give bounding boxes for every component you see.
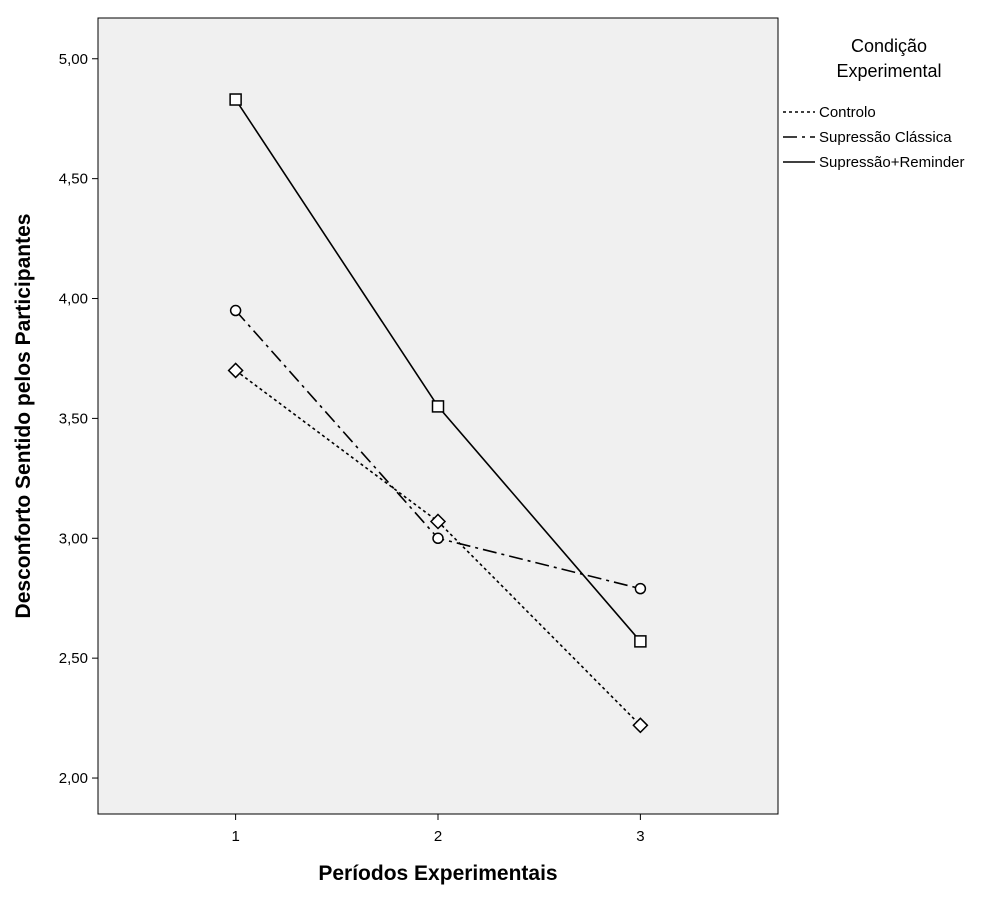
- legend-label: Controlo: [819, 104, 876, 121]
- x-tick-label: 3: [636, 828, 644, 845]
- marker-square: [431, 400, 445, 413]
- marker-diamond: [227, 362, 244, 379]
- marker-diamond: [632, 717, 649, 734]
- legend-label: Supressão+Reminder: [819, 154, 965, 171]
- legend-title-line-2: Experimental: [836, 61, 941, 81]
- x-axis-ticks: 1 2 3: [231, 814, 645, 845]
- marker-circle: [229, 304, 242, 317]
- y-tick-label: 4,00: [59, 291, 88, 308]
- plot-area: [97, 17, 779, 815]
- marker-square: [634, 635, 647, 648]
- y-axis-ticks: 2,00 2,50 3,00 3,50 4,00 4,50 5,00: [59, 51, 98, 787]
- marker-square: [229, 93, 242, 106]
- legend-title-line-1: Condição: [851, 36, 927, 56]
- marker-diamond: [429, 513, 447, 530]
- y-tick-label: 2,00: [59, 770, 88, 787]
- x-axis-title: Períodos Experimentais: [318, 862, 557, 885]
- legend-label: Supressão Clássica: [819, 129, 952, 146]
- y-tick-label: 3,00: [59, 530, 88, 547]
- series-markers: [227, 93, 649, 734]
- marker-circle: [432, 532, 444, 545]
- x-tick-label: 1: [231, 828, 239, 845]
- y-tick-label: 2,50: [59, 650, 88, 667]
- legend-items: Controlo Supressão Clássica Supressão+Remi…: [783, 104, 965, 171]
- y-axis-title: Desconforto Sentido pelos Participantes: [12, 214, 35, 619]
- x-tick-label: 2: [434, 828, 442, 845]
- y-tick-label: 3,50: [59, 410, 88, 427]
- legend: Condição Experimental Controlo Supressão …: [783, 36, 965, 171]
- y-tick-label: 4,50: [59, 171, 88, 188]
- y-tick-label: 5,00: [59, 51, 88, 68]
- marker-circle: [634, 582, 647, 595]
